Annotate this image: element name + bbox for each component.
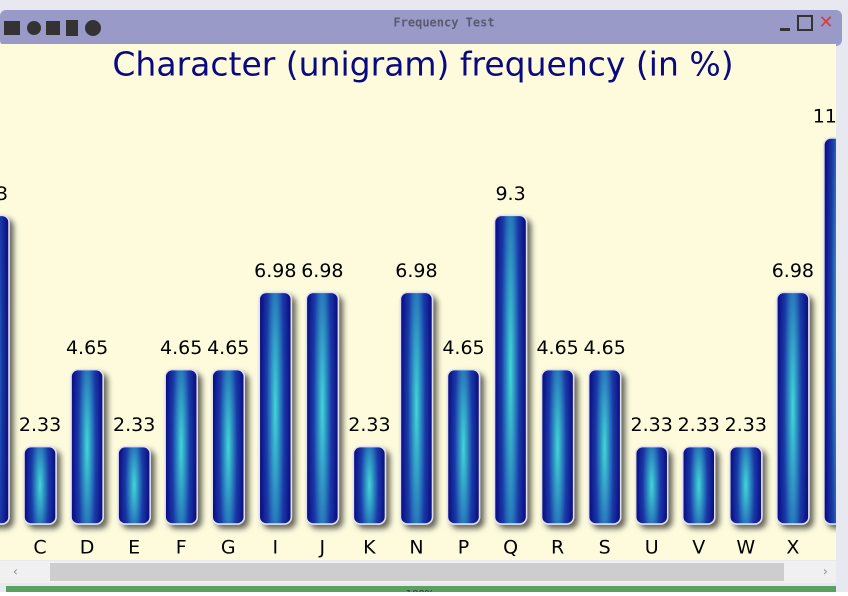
status-bar bbox=[6, 586, 836, 592]
x-tick-label: C bbox=[33, 537, 46, 559]
title-bar bbox=[0, 10, 842, 46]
value-label: 2.33 bbox=[348, 414, 390, 436]
value-label: 6.98 bbox=[395, 260, 437, 282]
x-tick-label: Q bbox=[503, 537, 518, 559]
x-tick-label: K bbox=[363, 537, 376, 559]
bar bbox=[0, 214, 10, 525]
value-label: 4.65 bbox=[66, 337, 108, 359]
bar bbox=[164, 368, 198, 525]
x-tick-label: N bbox=[409, 537, 423, 559]
bar bbox=[634, 445, 669, 525]
value-label: 4.65 bbox=[442, 337, 484, 359]
bar bbox=[540, 368, 575, 525]
bar bbox=[446, 368, 481, 525]
bar bbox=[729, 445, 763, 525]
value-label: 2.33 bbox=[113, 414, 155, 436]
scroll-right[interactable]: › bbox=[823, 565, 828, 579]
bar bbox=[399, 291, 434, 525]
x-tick-label: D bbox=[80, 537, 95, 559]
x-tick-label: I bbox=[272, 537, 278, 559]
toolbar-icons[interactable] bbox=[4, 20, 101, 36]
value-label: 2.33 bbox=[678, 414, 720, 436]
value-label: 4.65 bbox=[583, 337, 625, 359]
x-tick-label: E bbox=[128, 537, 140, 559]
bar bbox=[70, 368, 104, 525]
value-label: 4.65 bbox=[160, 337, 202, 359]
x-tick-label: V bbox=[692, 537, 705, 559]
x-tick-label: U bbox=[645, 537, 659, 559]
scroll-left[interactable]: ‹ bbox=[13, 565, 18, 579]
bar bbox=[117, 445, 151, 525]
bar bbox=[211, 368, 245, 525]
chart-title: Character (unigram) frequency (in %) bbox=[112, 45, 733, 84]
value-label: 6.98 bbox=[772, 260, 814, 282]
value-label: 6.98 bbox=[254, 260, 296, 282]
value-label: 4.65 bbox=[536, 337, 578, 359]
bar bbox=[587, 368, 622, 525]
value-label: 9.3 bbox=[495, 183, 525, 205]
x-tick-label: G bbox=[221, 537, 236, 559]
value-label: 9.3 bbox=[0, 183, 8, 205]
svg-text:✕: ✕ bbox=[818, 12, 833, 33]
bar bbox=[823, 137, 836, 525]
bar bbox=[23, 445, 57, 525]
bar bbox=[305, 291, 340, 525]
x-tick-label: W bbox=[736, 537, 755, 559]
bar bbox=[493, 214, 528, 525]
scroll-thumb[interactable] bbox=[50, 563, 784, 581]
x-tick-label: R bbox=[551, 537, 564, 559]
value-label: 2.33 bbox=[725, 414, 767, 436]
window-title: Frequency Test bbox=[393, 16, 494, 30]
bar bbox=[352, 445, 387, 525]
bar bbox=[682, 445, 716, 525]
value-label: 2.33 bbox=[631, 414, 673, 436]
x-tick-label: X bbox=[786, 537, 799, 559]
value-label: 2.33 bbox=[19, 414, 61, 436]
bar bbox=[776, 291, 810, 525]
x-tick-label: F bbox=[176, 537, 187, 559]
value-label: 11.63 bbox=[813, 106, 848, 128]
x-tick-label: J bbox=[319, 537, 326, 559]
x-tick-label: S bbox=[599, 537, 611, 559]
value-label: 6.98 bbox=[301, 260, 343, 282]
value-label: 4.65 bbox=[207, 337, 249, 359]
bar bbox=[258, 291, 293, 525]
window-controls[interactable]: ✕ bbox=[780, 12, 834, 33]
x-tick-label: P bbox=[458, 537, 469, 559]
